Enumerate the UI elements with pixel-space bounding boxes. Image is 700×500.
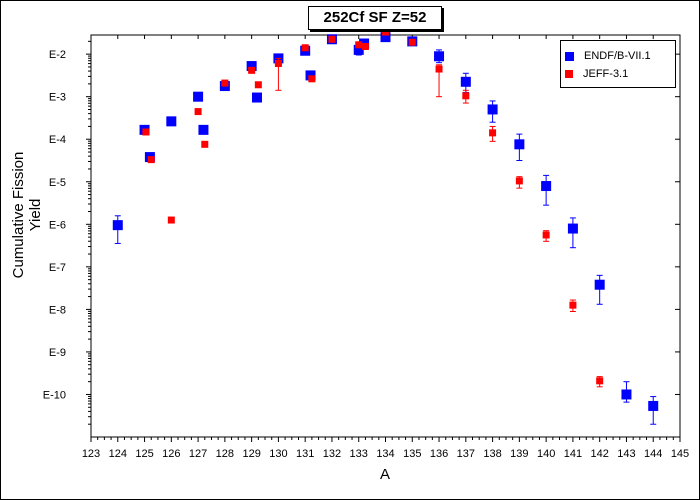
legend-marker-jeff — [565, 70, 573, 78]
data-point — [355, 41, 363, 49]
x-tick-label: 129 — [242, 448, 260, 460]
data-point — [328, 35, 336, 43]
y-tick-label: E-4 — [49, 134, 66, 146]
data-point — [221, 79, 229, 87]
data-point — [489, 129, 497, 137]
data-point — [382, 28, 389, 36]
legend-marker-endf — [565, 51, 574, 61]
y-tick-label: E-2 — [49, 49, 66, 61]
y-tick-label: E-10 — [43, 389, 66, 401]
y-axis-label: Cumulative Fission Yield — [10, 151, 44, 279]
x-tick-label: 141 — [564, 448, 582, 460]
x-tick-label: 137 — [457, 448, 475, 460]
data-point — [301, 44, 309, 52]
y-tick-label: E-8 — [49, 304, 66, 316]
data-point — [274, 60, 282, 68]
data-point — [198, 124, 209, 135]
data-point — [251, 92, 262, 103]
data-point — [596, 377, 604, 385]
y-tick-label: E-6 — [49, 219, 66, 231]
data-point — [353, 44, 364, 55]
plot-area — [90, 34, 681, 438]
data-point — [594, 279, 605, 290]
data-point — [167, 216, 175, 224]
legend-label-endf: ENDF/B-VII.1 — [584, 50, 651, 62]
x-tick-label: 134 — [376, 448, 394, 460]
data-point — [248, 66, 256, 74]
x-tick-label: 127 — [189, 448, 207, 460]
data-point — [142, 128, 150, 136]
x-tick-label: 131 — [296, 448, 314, 460]
data-point — [147, 156, 155, 164]
data-point — [434, 51, 445, 62]
data-point — [541, 181, 552, 192]
data-point — [166, 116, 177, 127]
data-point — [308, 75, 316, 83]
data-point — [112, 220, 123, 231]
x-tick-label: 135 — [403, 448, 421, 460]
x-tick-label: 136 — [430, 448, 448, 460]
x-tick-label: 125 — [135, 448, 153, 460]
data-point — [487, 104, 498, 115]
x-tick-label: 142 — [591, 448, 609, 460]
legend-label-jeff: JEFF-3.1 — [583, 68, 629, 80]
data-point — [515, 177, 523, 185]
x-tick-label: 143 — [617, 448, 635, 460]
legend-item-jeff: JEFF-3.1 — [565, 67, 628, 81]
data-point — [621, 389, 632, 400]
y-tick-label: E-5 — [49, 177, 66, 189]
y-tick-label: E-7 — [49, 262, 66, 274]
data-point — [380, 32, 391, 43]
x-tick-label: 140 — [537, 448, 555, 460]
x-tick-label: 126 — [162, 448, 180, 460]
data-point — [361, 42, 369, 50]
x-tick-label: 138 — [483, 448, 501, 460]
x-tick-label: 144 — [644, 448, 662, 460]
data-point — [201, 140, 209, 148]
data-point — [514, 139, 525, 150]
y-tick-label: E-9 — [49, 347, 66, 359]
data-point — [435, 65, 443, 73]
data-point — [462, 92, 470, 100]
x-tick-label: 124 — [109, 448, 127, 460]
data-point — [246, 61, 257, 72]
data-point — [194, 108, 202, 116]
chart-title: 252Cf SF Z=52 — [308, 6, 442, 30]
x-axis-label: A — [379, 466, 390, 483]
x-tick-label: 133 — [350, 448, 368, 460]
legend-item-endf: ENDF/B-VII.1 — [565, 49, 651, 63]
data-point — [460, 76, 471, 87]
data-point — [567, 223, 578, 234]
x-tick-label: 123 — [82, 448, 100, 460]
data-point — [193, 91, 204, 102]
x-tick-label: 128 — [216, 448, 234, 460]
data-point — [569, 301, 577, 309]
data-point — [254, 81, 262, 89]
data-point — [648, 400, 659, 411]
x-tick-label: 145 — [671, 448, 689, 460]
x-tick-label: 139 — [510, 448, 528, 460]
legend: ENDF/B-VII.1 JEFF-3.1 — [560, 40, 676, 88]
x-tick-label: 132 — [323, 448, 341, 460]
x-tick-label: 130 — [269, 448, 287, 460]
data-point — [542, 231, 550, 239]
y-tick-label: E-3 — [49, 92, 66, 104]
data-point — [408, 38, 416, 46]
